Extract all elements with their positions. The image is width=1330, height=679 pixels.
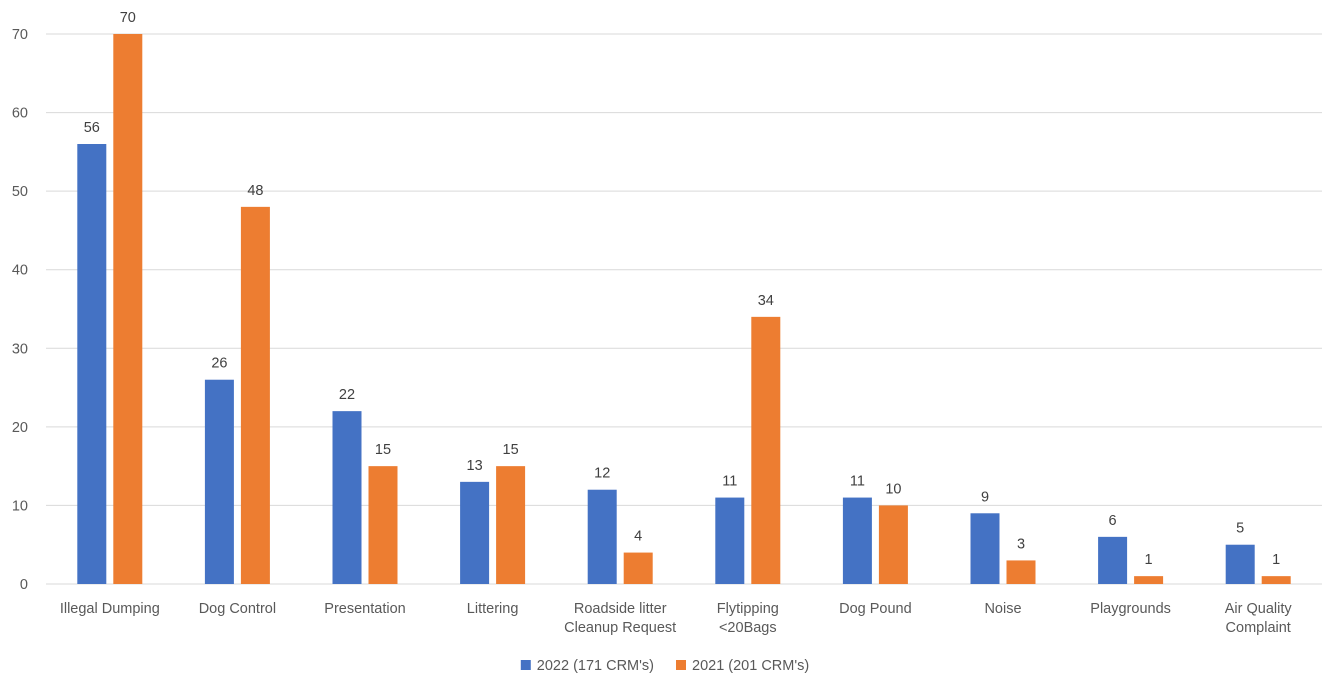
legend-swatch [520,660,531,670]
data-label: 34 [758,293,774,309]
legend-label: 2022 (171 CRM's) [537,658,654,674]
bar [751,316,781,584]
x-tick-label: Flytipping <20Bags [717,601,779,636]
bar [204,379,234,584]
bar [332,411,362,584]
x-tick-label-line: Playgrounds [1090,601,1171,617]
bar [1225,544,1255,584]
legend-label: 2021 (201 CRM's) [692,658,809,674]
y-tick-label: 10 [12,498,28,514]
bar [1134,576,1164,584]
bar [587,489,617,584]
y-tick-label: 40 [12,263,28,279]
x-tick-label-line: Dog Pound [839,601,912,617]
y-tick-label: 30 [12,341,28,357]
x-tick-label-line: Dog Control [199,601,276,617]
y-axis: 0 10 20 30 40 50 60 70 [12,27,28,593]
bar [1261,576,1291,584]
bar [460,481,490,584]
data-label: 10 [885,481,901,497]
bar [113,34,143,584]
bar [878,505,908,584]
bar [1098,536,1128,584]
y-tick-label: 50 [12,184,28,200]
bar [496,466,526,584]
data-label: 3 [1017,536,1025,552]
data-label: 11 [722,474,737,490]
y-tick-label: 60 [12,106,28,122]
data-label: 56 [84,120,100,136]
x-tick-label-line: Complaint [1226,620,1291,636]
x-tick-label-line: <20Bags [719,620,777,636]
x-tick-label-line: Littering [467,601,519,617]
x-tick-label-line: Cleanup Request [564,620,676,636]
data-label: 11 [850,474,865,490]
data-label: 15 [503,442,519,458]
x-tick-label-line: Roadside litter [574,601,667,617]
data-label: 5 [1236,521,1244,537]
data-label: 26 [211,356,227,372]
bar [77,144,107,584]
y-tick-label: 20 [12,420,28,436]
x-tick-label: Dog Pound [839,601,912,617]
x-tick-label-line: Flytipping [717,601,779,617]
gridlines [46,33,1322,585]
x-tick-label: Playgrounds [1090,601,1171,617]
x-tick-label: Roadside litter Cleanup Request [564,601,676,636]
bar [368,466,398,584]
data-label: 13 [467,458,483,474]
bars [77,34,1291,584]
bar [1006,560,1036,584]
bar [842,497,872,584]
x-tick-label: Littering [467,601,519,617]
x-axis: Illegal Dumping Dog Control Presentation Li… [60,601,1293,636]
x-tick-label-line: Illegal Dumping [60,601,160,617]
data-label: 1 [1145,552,1153,568]
bar [623,552,653,584]
bar [715,497,745,584]
data-label: 1 [1272,552,1280,568]
x-tick-label: Noise [984,601,1021,617]
bar [240,206,270,584]
data-label: 9 [981,489,989,505]
data-label: 22 [339,387,355,403]
x-tick-label-line: Noise [984,601,1021,617]
x-tick-label: Presentation [324,601,405,617]
legend-swatch [676,660,686,670]
data-label: 70 [120,10,136,26]
data-label: 12 [594,466,610,482]
y-tick-label: 70 [12,27,28,43]
data-label: 6 [1109,513,1117,529]
x-tick-label-line: Presentation [324,601,405,617]
x-tick-label: Dog Control [199,601,276,617]
data-label: 48 [247,183,263,199]
data-label: 15 [375,442,391,458]
y-tick-label: 0 [20,577,28,593]
bar [970,513,1000,584]
x-tick-label: Illegal Dumping [60,601,160,617]
x-tick-label: Air Quality Complaint [1225,601,1293,636]
data-label: 4 [634,529,642,545]
legend: 2022 (171 CRM's) 2021 (201 CRM's) [520,658,809,674]
x-tick-label-line: Air Quality [1225,601,1293,617]
